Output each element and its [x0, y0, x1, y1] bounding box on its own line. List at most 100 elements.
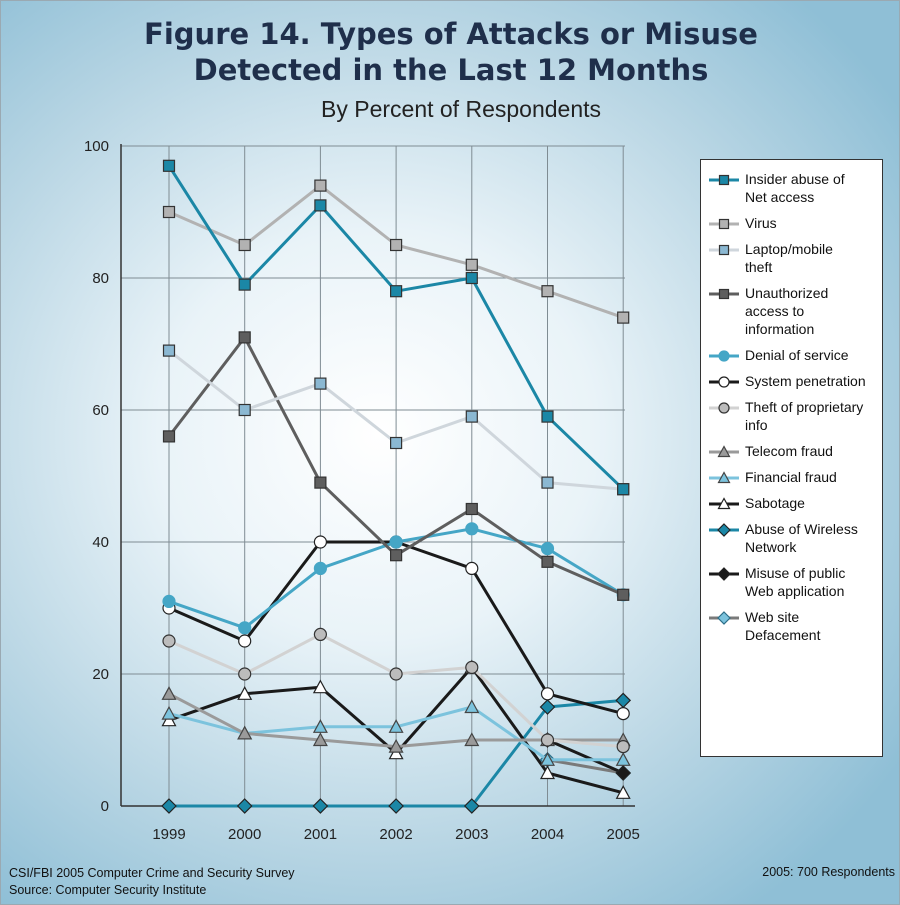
- legend-label-line: Misuse of public: [745, 565, 846, 581]
- data-point: [238, 634, 252, 648]
- legend-label-line: Financial fraud: [745, 469, 837, 485]
- data-point: [465, 502, 478, 516]
- legend-marker: [717, 497, 731, 510]
- series-insider-abuse-of-net-access: [162, 159, 630, 496]
- data-point: [314, 476, 327, 489]
- data-point: [388, 798, 404, 814]
- series-line: [547, 758, 624, 775]
- legend-symbol: [709, 350, 739, 362]
- legend-label: Misuse of public Web application: [745, 564, 880, 600]
- data-point: [313, 561, 327, 576]
- data-point: [390, 285, 403, 298]
- legend-label-line: Insider abuse of: [745, 171, 845, 187]
- legend-symbol: [709, 218, 739, 230]
- data-point: [162, 594, 176, 609]
- data-point: [238, 331, 251, 344]
- legend-label: Web site Defacement: [745, 608, 880, 644]
- legend-label: Sabotage: [745, 494, 880, 512]
- data-point: [541, 555, 554, 568]
- data-point: [389, 667, 403, 681]
- legend-symbol: [709, 471, 739, 484]
- x-tick-label: 2003: [455, 826, 488, 843]
- series-virus: [162, 179, 630, 324]
- legend-marker: [718, 288, 730, 300]
- data-point: [539, 752, 556, 766]
- legend-label: Virus: [745, 214, 880, 232]
- footer-source-line: Source: Computer Security Institute: [9, 883, 207, 897]
- data-point: [390, 436, 403, 450]
- data-point: [238, 667, 252, 681]
- legend-label-line: info: [745, 417, 768, 433]
- data-point: [615, 785, 631, 799]
- data-point: [465, 522, 479, 536]
- data-point: [615, 752, 631, 766]
- footer-respondents: 2005: 700 Respondents: [762, 865, 895, 879]
- data-point: [162, 430, 176, 443]
- data-point: [313, 535, 327, 549]
- x-tick-label: 2005: [607, 826, 640, 843]
- data-point: [388, 738, 404, 753]
- legend-label-line: Net access: [745, 189, 815, 205]
- data-point: [464, 732, 480, 747]
- y-tick-label: 20: [92, 666, 109, 683]
- data-point: [161, 705, 177, 720]
- legend-label-line: Unauthorized: [745, 285, 829, 301]
- data-point: [162, 205, 176, 219]
- data-point: [238, 238, 251, 252]
- series-unauthorized-access-to-information: [162, 331, 630, 601]
- legend-label-line: Virus: [745, 215, 777, 231]
- legend-label-line: Web site: [745, 609, 800, 625]
- data-point: [465, 660, 479, 675]
- data-point: [388, 745, 404, 760]
- data-point: [541, 410, 554, 423]
- data-point: [162, 159, 176, 172]
- x-tick-label: 2004: [531, 826, 564, 843]
- x-tick-label: 2002: [379, 826, 412, 843]
- data-point: [312, 732, 328, 747]
- data-point: [161, 712, 177, 727]
- data-point: [238, 403, 251, 417]
- data-point: [314, 199, 327, 212]
- legend-marker: [718, 376, 730, 388]
- data-point: [161, 686, 177, 700]
- x-tick-label: 2001: [304, 826, 337, 843]
- axis-layer: 0 20 40 60 80 100 1999 2000 2001 2002 2003 2004 2005: [84, 138, 640, 843]
- data-point: [390, 549, 403, 562]
- legend-label-line: System penetration: [745, 373, 866, 389]
- y-tick-label: 80: [92, 270, 109, 287]
- chart-title-line2: Detected in the Last 12 Months: [193, 53, 709, 87]
- data-point: [615, 692, 632, 709]
- data-point: [616, 706, 630, 721]
- legend-marker: [718, 350, 730, 362]
- legend-label: Theft of proprietary info: [745, 398, 880, 434]
- legend-label-line: Abuse of Wireless: [745, 521, 858, 537]
- legend-marker: [717, 523, 731, 537]
- legend-label-line: Sabotage: [745, 495, 805, 511]
- data-point: [541, 476, 554, 489]
- x-tick-label: 1999: [152, 826, 185, 843]
- y-tick-label: 40: [92, 534, 109, 551]
- data-point: [464, 699, 480, 714]
- data-point: [465, 271, 478, 285]
- data-point: [616, 739, 630, 754]
- data-point: [237, 686, 253, 700]
- data-point: [465, 258, 478, 271]
- legend-label-line: Telecom fraud: [745, 443, 833, 459]
- data-point: [238, 278, 251, 291]
- legend-label-line: access to: [745, 303, 805, 319]
- data-point: [162, 634, 176, 648]
- data-point: [312, 798, 329, 814]
- legend-symbol: [709, 523, 739, 537]
- legend-marker: [718, 218, 730, 230]
- data-point: [238, 621, 252, 635]
- series-theft-of-proprietary-info: [162, 627, 630, 754]
- data-point: [390, 238, 403, 252]
- data-point: [313, 627, 327, 642]
- legend-label: Insider abuse of Net access: [745, 170, 880, 206]
- series-layer: [161, 159, 632, 814]
- footer-survey: CSI/FBI 2005 Computer Crime and Security…: [9, 866, 295, 880]
- data-point: [388, 719, 404, 733]
- legend-label-line: Defacement: [745, 627, 821, 643]
- y-tick-label: 100: [84, 138, 109, 155]
